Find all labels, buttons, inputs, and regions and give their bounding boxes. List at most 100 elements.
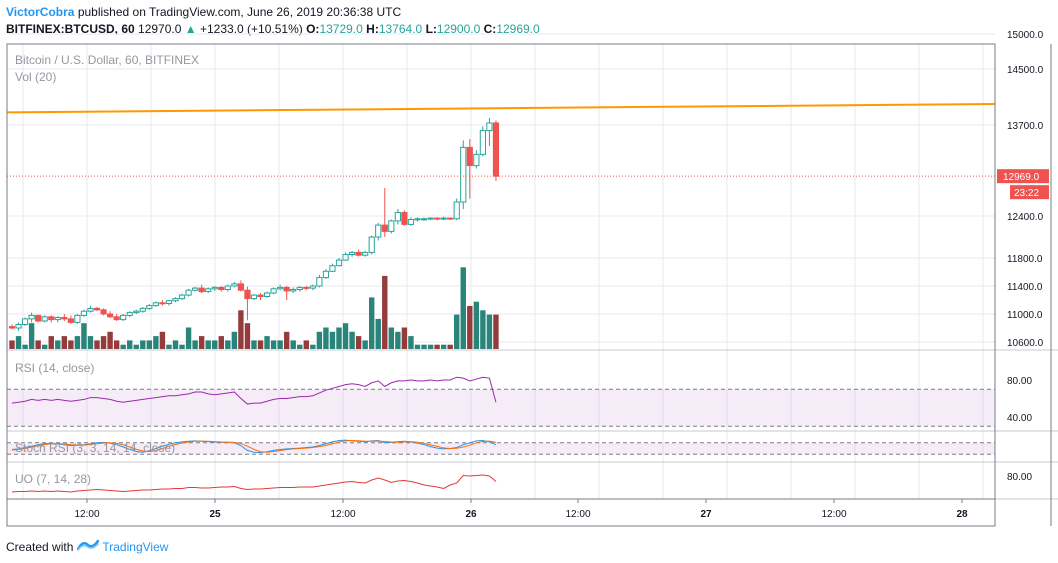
- stoch-d-line: [11, 440, 497, 453]
- volume-bar: [473, 301, 480, 349]
- candle-body: [165, 300, 173, 305]
- volume-bar: [100, 336, 107, 349]
- volume-bar: [127, 340, 133, 349]
- candle-body: [420, 218, 428, 221]
- candle-body: [146, 305, 153, 309]
- volume-bar: [231, 331, 238, 349]
- candle-body: [322, 270, 330, 279]
- volume-bar: [172, 340, 179, 349]
- volume-bar: [362, 340, 368, 349]
- candle-body: [381, 224, 388, 232]
- candle-body: [342, 254, 349, 261]
- candle-body: [362, 251, 369, 256]
- price-tick-label: 11000.0: [1007, 310, 1043, 321]
- candle-body: [427, 217, 434, 220]
- volume-bar: [94, 340, 100, 349]
- candle-body: [250, 294, 258, 300]
- rsi-line: [11, 376, 497, 405]
- candle-body: [277, 286, 284, 290]
- countdown-label: 23:22: [1014, 188, 1039, 199]
- volume-bar: [179, 344, 185, 349]
- volume-bar: [329, 331, 336, 349]
- candle-body: [479, 130, 486, 155]
- candle-body: [198, 287, 205, 293]
- close-value: 12969.0: [496, 22, 540, 36]
- volume-bar: [454, 314, 460, 349]
- volume-bar: [61, 336, 68, 349]
- volume-bar: [238, 310, 244, 349]
- volume-bar: [146, 340, 153, 349]
- candle-body: [244, 289, 251, 300]
- candle-body: [355, 251, 362, 256]
- volume-bar: [153, 336, 159, 349]
- candle-body: [61, 317, 68, 320]
- volume-bar: [480, 310, 486, 349]
- volume-bar: [270, 340, 277, 349]
- candle-body: [74, 314, 81, 323]
- price-tick-label: 11800.0: [1007, 254, 1043, 265]
- volume-bar: [185, 327, 192, 349]
- main-pane-title: Bitcoin / U.S. Dollar, 60, BITFINEX: [15, 53, 199, 67]
- candle-body: [401, 212, 408, 225]
- candle-body: [107, 313, 114, 318]
- uo-line: [11, 474, 497, 493]
- candle-body: [283, 286, 290, 292]
- volume-bar: [140, 340, 146, 349]
- time-tick-label: 12:00: [74, 509, 99, 520]
- candle-body: [309, 285, 316, 289]
- trendline: [6, 103, 996, 114]
- volume-bar: [244, 323, 251, 349]
- volume-bar: [198, 336, 205, 349]
- candle-body: [460, 146, 467, 203]
- volume-bar: [212, 340, 218, 349]
- candle-body: [133, 310, 140, 314]
- volume-bar: [316, 331, 323, 349]
- candle-body: [218, 286, 225, 290]
- low-label: L:: [425, 22, 437, 36]
- volume-bar: [205, 340, 211, 349]
- volume-label: Vol (20): [15, 70, 56, 84]
- volume-bar: [225, 340, 231, 349]
- rsi-title: RSI (14, close): [15, 361, 94, 375]
- volume-bar: [382, 275, 388, 349]
- candle-body: [316, 277, 323, 287]
- time-tick-label: 27: [700, 509, 712, 520]
- candle-body: [172, 298, 179, 302]
- tradingview-brand[interactable]: TradingView: [102, 539, 169, 554]
- candle-body: [211, 286, 218, 290]
- volume-bar: [323, 327, 329, 349]
- volume-bar: [467, 306, 473, 349]
- candle-body: [192, 287, 199, 291]
- volume-bar: [74, 336, 81, 349]
- volume-bar: [87, 336, 94, 349]
- stoch-band-fill: [7, 442, 995, 455]
- tradingview-logo-icon[interactable]: [77, 538, 100, 555]
- candle-body: [270, 288, 277, 294]
- last-price: 12970.0: [138, 22, 182, 36]
- volume-bar: [440, 344, 447, 349]
- volume-bar: [290, 340, 296, 349]
- volume-bar: [297, 344, 303, 349]
- volume-bar: [251, 340, 257, 349]
- candle-body: [447, 217, 454, 220]
- time-tick-label: 12:00: [565, 509, 590, 520]
- volume-bar: [68, 340, 74, 349]
- candle-body: [368, 236, 375, 253]
- volume-bar: [408, 336, 414, 349]
- volume-bar: [303, 340, 309, 349]
- author-name[interactable]: VictorCobra: [6, 5, 75, 19]
- candle-body: [388, 220, 395, 232]
- rsi-tick-label: 40.00: [1007, 413, 1032, 424]
- low-value: 12900.0: [436, 22, 481, 36]
- rsi-band-fill: [7, 389, 995, 427]
- volume-bar: [28, 323, 35, 349]
- time-tick-label: 25: [209, 509, 221, 520]
- volume-bar: [375, 318, 381, 349]
- volume-bar: [355, 336, 362, 349]
- candle-body: [466, 146, 473, 167]
- candle-body: [303, 286, 310, 289]
- volume-bar: [15, 336, 22, 349]
- candle-body: [440, 217, 447, 220]
- candle-body: [28, 314, 35, 320]
